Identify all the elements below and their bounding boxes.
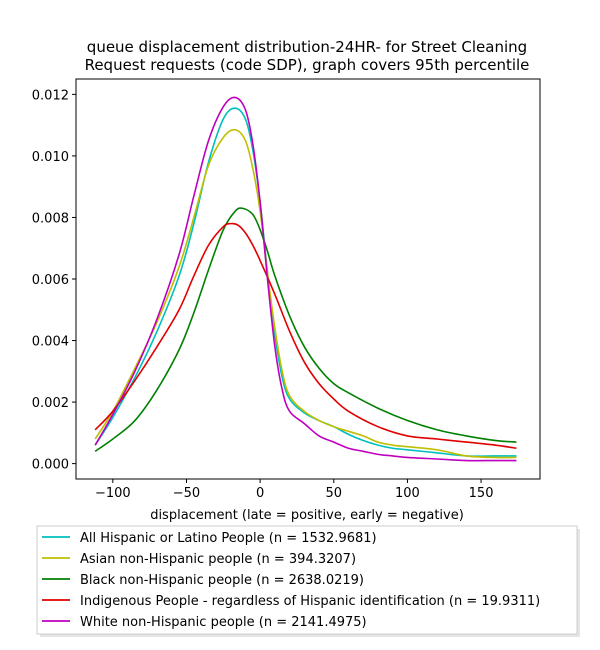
series-line-4 bbox=[94, 96, 517, 462]
y-tick-label: 0.012 bbox=[32, 88, 69, 103]
legend-entries: All Hispanic or Latino People (n = 1532.… bbox=[42, 531, 540, 630]
y-tick-label: 0.000 bbox=[32, 458, 69, 473]
x-tick-label: 50 bbox=[326, 486, 343, 501]
plot-area bbox=[75, 78, 541, 480]
x-tick-label: −50 bbox=[173, 486, 200, 501]
x-axis: −100 −50 0 50 100 150 bbox=[95, 479, 494, 501]
legend-label: White non-Hispanic people (n = 2141.4975… bbox=[80, 615, 367, 630]
series-line-2 bbox=[94, 207, 517, 452]
series-lines bbox=[94, 96, 517, 462]
x-axis-label: displacement (late = positive, early = n… bbox=[150, 508, 464, 523]
y-axis: 0.000 0.002 0.004 0.006 0.008 0.010 0.012 bbox=[32, 88, 76, 473]
x-tick-label: 150 bbox=[469, 486, 494, 501]
series-line-3 bbox=[94, 222, 517, 450]
legend-label: Indigenous People - regardless of Hispan… bbox=[80, 594, 540, 609]
legend-label: All Hispanic or Latino People (n = 1532.… bbox=[80, 531, 377, 546]
legend-label: Black non-Hispanic people (n = 2638.0219… bbox=[80, 573, 364, 588]
y-tick-label: 0.006 bbox=[32, 273, 69, 288]
series-line-0 bbox=[94, 107, 517, 457]
plot-frame bbox=[75, 78, 541, 480]
x-tick-label: −100 bbox=[95, 486, 131, 501]
x-tick-label: 100 bbox=[395, 486, 420, 501]
y-tick-label: 0.004 bbox=[32, 335, 69, 350]
chart-title-line-1: queue displacement distribution-24HR- fo… bbox=[87, 38, 527, 56]
y-tick-label: 0.010 bbox=[32, 150, 69, 165]
legend-label: Asian non-Hispanic people (n = 394.3207) bbox=[80, 552, 356, 567]
y-tick-label: 0.008 bbox=[32, 211, 69, 226]
legend: All Hispanic or Latino People (n = 1532.… bbox=[36, 525, 580, 637]
chart-title: queue displacement distribution-24HR- fo… bbox=[85, 38, 530, 74]
y-tick-label: 0.002 bbox=[32, 396, 69, 411]
series-line-1 bbox=[94, 128, 517, 459]
legend-box bbox=[36, 525, 578, 635]
x-tick-label: 0 bbox=[256, 486, 264, 501]
chart-title-line-2: Request requests (code SDP), graph cover… bbox=[85, 56, 530, 74]
